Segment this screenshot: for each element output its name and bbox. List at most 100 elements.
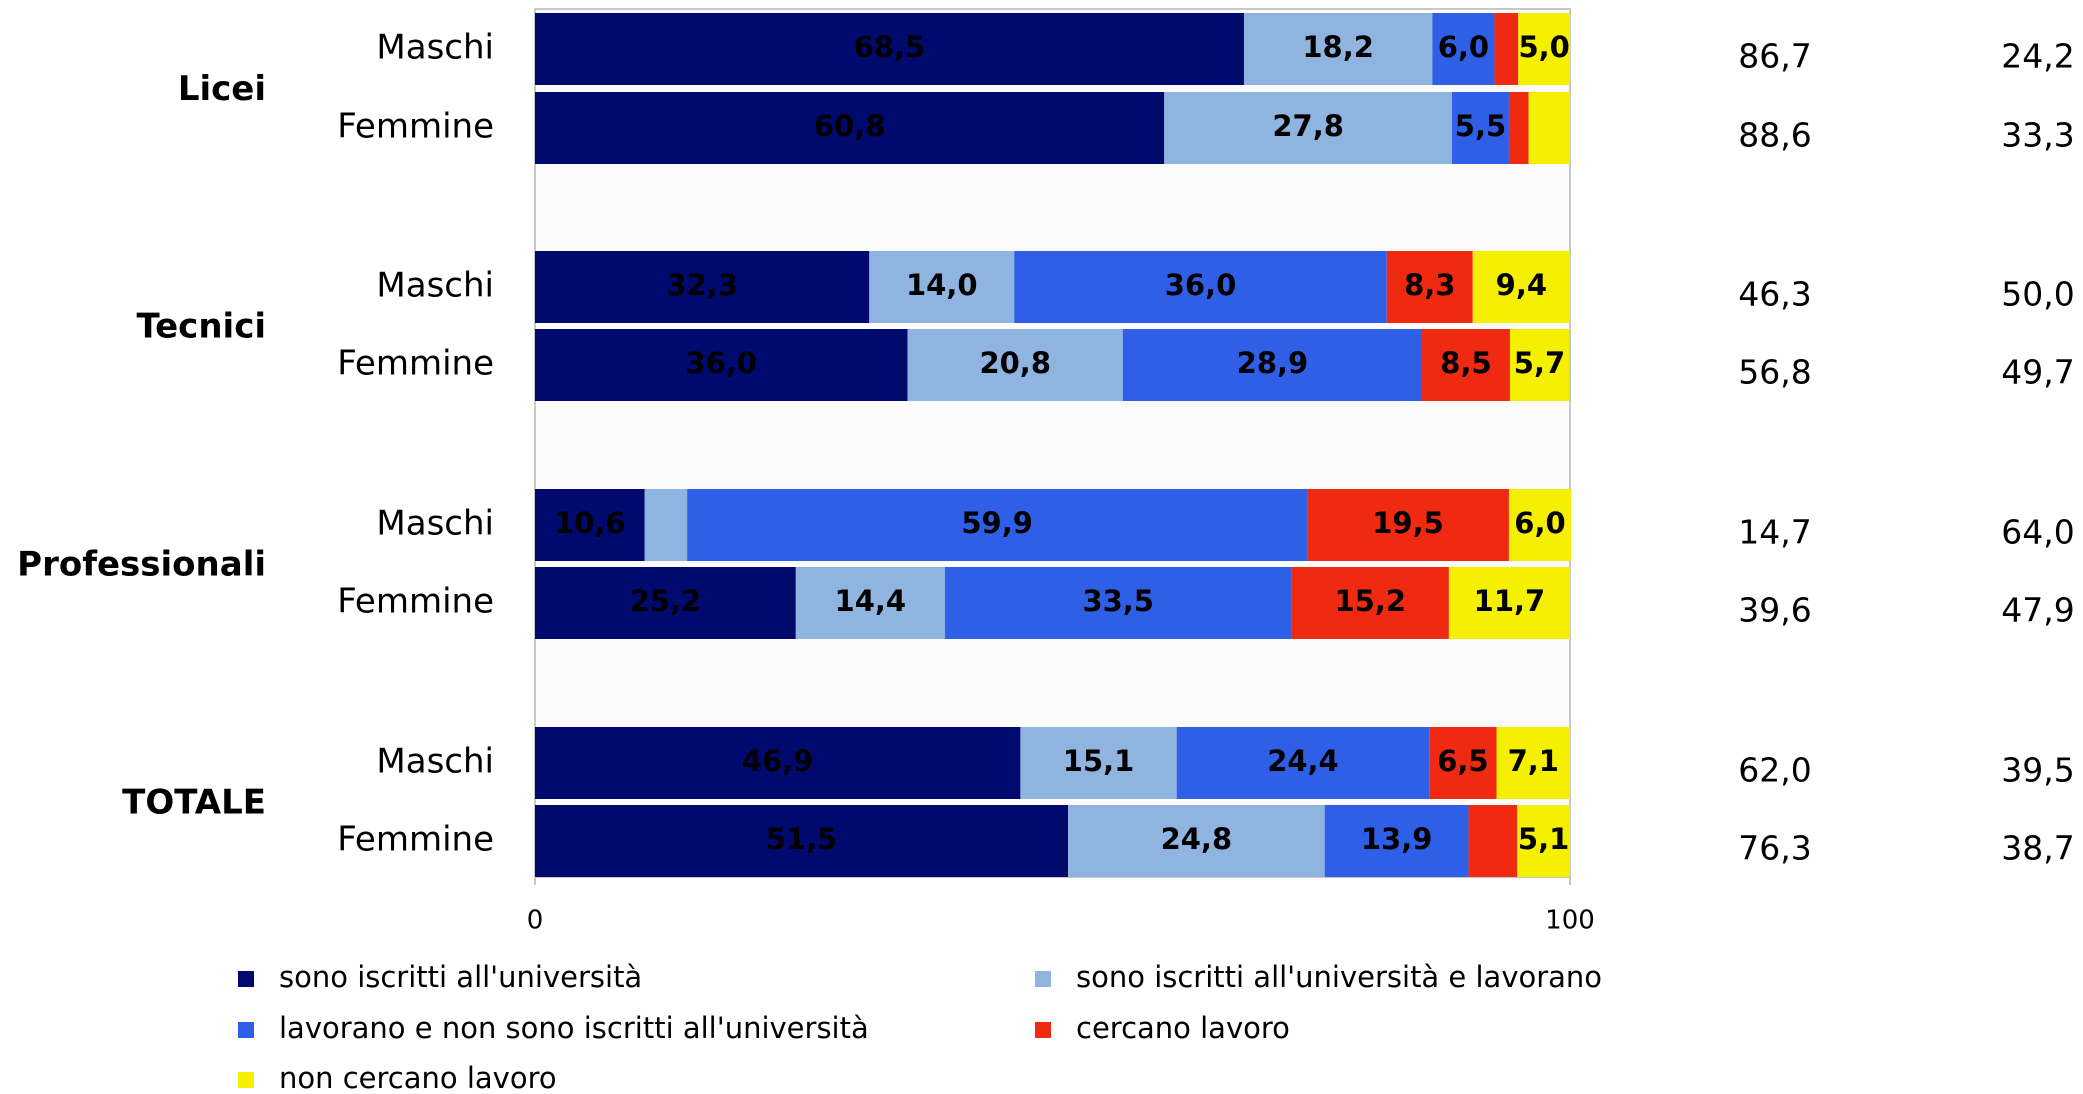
bar-segment xyxy=(1429,727,1497,799)
bar-segment xyxy=(1496,727,1570,799)
bar-segment xyxy=(1014,251,1387,323)
side-value: 39,5 xyxy=(2001,751,2074,790)
bar-segment xyxy=(1517,805,1570,877)
data-label: 24,8 xyxy=(1161,822,1233,856)
data-label: 6,0 xyxy=(1514,506,1565,540)
bar-segment xyxy=(944,567,1292,639)
data-label: 5,5 xyxy=(1455,109,1506,143)
bar-segment xyxy=(1508,92,1529,164)
group-label: Licei xyxy=(178,69,266,109)
category-label: Femmine xyxy=(337,107,494,147)
data-label: 5,7 xyxy=(1514,346,1565,380)
data-label: 19,5 xyxy=(1372,506,1444,540)
category-label: Femmine xyxy=(337,582,494,622)
legend-marker xyxy=(238,1022,254,1038)
side-value: 64,0 xyxy=(2001,513,2074,552)
data-label: 27,8 xyxy=(1272,109,1344,143)
bar-segment xyxy=(795,567,945,639)
data-label: 14,0 xyxy=(906,268,978,302)
data-label: 18,2 xyxy=(1302,30,1374,64)
category-label: Maschi xyxy=(376,28,494,68)
bar-segment xyxy=(535,727,1021,799)
bar-segment xyxy=(1176,727,1430,799)
legend-marker xyxy=(1035,971,1051,987)
data-label: 46,9 xyxy=(742,744,814,778)
category-label: Maschi xyxy=(376,742,494,782)
data-label: 68,5 xyxy=(854,30,926,64)
data-label: 15,1 xyxy=(1063,744,1135,778)
bar-segment xyxy=(1518,13,1570,85)
category-label: Maschi xyxy=(376,504,494,544)
side-value: 24,2 xyxy=(2001,37,2074,76)
x-tick-label: 0 xyxy=(527,906,544,936)
bar-segment xyxy=(1291,567,1449,639)
bar-segment xyxy=(1307,489,1509,561)
side-value: 56,8 xyxy=(1738,353,1811,392)
legend-label: sono iscritti all'università e lavorano xyxy=(1076,960,1602,994)
legend-marker xyxy=(1035,1022,1051,1038)
bar-segment xyxy=(1494,13,1519,85)
data-label: 36,0 xyxy=(1165,268,1237,302)
bar-segment xyxy=(1432,13,1495,85)
side-value: 46,3 xyxy=(1738,275,1811,314)
legend-label: lavorano e non sono iscritti all'univers… xyxy=(279,1011,869,1045)
bar-segment xyxy=(1448,567,1570,639)
side-value: 38,7 xyxy=(2001,829,2074,868)
bar-segment xyxy=(869,251,1015,323)
bar-segment xyxy=(1164,92,1453,164)
data-label: 6,5 xyxy=(1437,744,1488,778)
category-label: Femmine xyxy=(337,820,494,860)
data-label: 25,2 xyxy=(630,584,702,618)
side-value: 49,7 xyxy=(2001,353,2074,392)
bar-segment xyxy=(535,567,796,639)
data-label: 32,3 xyxy=(666,268,738,302)
bar-segment xyxy=(907,329,1123,401)
data-label: 36,0 xyxy=(686,346,758,380)
category-label: Maschi xyxy=(376,266,494,306)
group-label: Tecnici xyxy=(136,307,266,347)
bar-segment xyxy=(1324,805,1469,877)
bar-segment xyxy=(1509,329,1569,401)
bar-segment xyxy=(1452,92,1509,164)
bar-segment xyxy=(1122,329,1422,401)
bar-segment xyxy=(535,92,1165,164)
data-label: 33,5 xyxy=(1082,584,1154,618)
side-value: 47,9 xyxy=(2001,591,2074,630)
bar-segment xyxy=(1068,805,1325,877)
data-label: 8,5 xyxy=(1440,346,1491,380)
side-value: 33,3 xyxy=(2001,116,2074,155)
bar-segment xyxy=(1472,251,1570,323)
data-label: 15,2 xyxy=(1334,584,1406,618)
data-label: 9,4 xyxy=(1496,268,1547,302)
legend-label: sono iscritti all'università xyxy=(279,960,642,994)
bar-segment xyxy=(1020,727,1177,799)
data-label: 14,4 xyxy=(835,584,907,618)
side-value: 62,0 xyxy=(1738,751,1811,790)
category-label: Femmine xyxy=(337,344,494,384)
bar-segment xyxy=(535,251,870,323)
data-label: 11,7 xyxy=(1474,584,1546,618)
data-label: 6,0 xyxy=(1438,30,1489,64)
legend-label: cercano lavoro xyxy=(1076,1011,1290,1045)
data-label: 20,8 xyxy=(979,346,1051,380)
legend-marker xyxy=(238,1072,254,1088)
side-value: 50,0 xyxy=(2001,275,2074,314)
data-label: 5,1 xyxy=(1518,822,1569,856)
side-value: 14,7 xyxy=(1738,513,1811,552)
side-value: 88,6 xyxy=(1738,116,1811,155)
side-value: 76,3 xyxy=(1738,829,1811,868)
data-label: 60,8 xyxy=(814,109,886,143)
data-label: 7,1 xyxy=(1508,744,1559,778)
data-label: 10,6 xyxy=(554,506,626,540)
data-label: 5,0 xyxy=(1518,30,1569,64)
data-label: 24,4 xyxy=(1267,744,1339,778)
bar-segment xyxy=(1528,92,1570,164)
x-tick-label: 100 xyxy=(1545,906,1595,936)
bar-segment xyxy=(535,489,645,561)
data-label: 59,9 xyxy=(961,506,1033,540)
data-label: 8,3 xyxy=(1404,268,1455,302)
data-label: 28,9 xyxy=(1237,346,1309,380)
data-label: 51,5 xyxy=(766,822,838,856)
group-label: TOTALE xyxy=(122,783,266,823)
